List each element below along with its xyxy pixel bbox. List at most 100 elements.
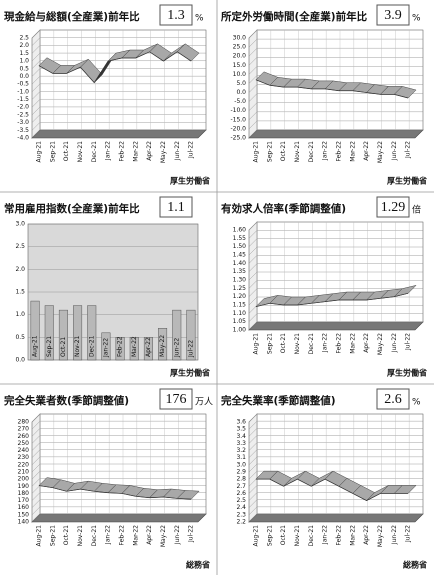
x-tick-label: Feb-22: [335, 333, 342, 354]
y-tick-label: 1.45: [233, 252, 247, 259]
y-tick-label: 170: [18, 497, 30, 504]
x-tick-label: Sep-21: [49, 525, 56, 546]
y-tick-label: 150: [18, 511, 30, 518]
y-tick-label: 1.55: [233, 235, 247, 242]
line: [255, 292, 409, 308]
line: [255, 478, 409, 501]
y-tick-label: 0.5: [15, 334, 25, 341]
x-tick-label: Jun-22: [174, 141, 181, 161]
y-tick-label: 3.3: [236, 440, 246, 447]
x-tick-label: Jul-22: [405, 333, 412, 351]
x-tick-label: Apr-22: [363, 333, 370, 353]
floor: [31, 129, 207, 139]
x-tick-label: Nov-21: [74, 335, 81, 357]
x-tick-label: Jun-22: [173, 338, 180, 358]
y-tick-label: 2.3: [236, 511, 246, 518]
x-tick-label: May-22: [160, 141, 167, 163]
y-tick-label: 1.15: [233, 302, 247, 309]
x-tick-label: Oct-21: [280, 333, 287, 353]
y-tick-label: 30.0: [233, 35, 247, 42]
x-tick-label: May-22: [160, 525, 167, 547]
y-tick-label: 10.0: [233, 71, 247, 78]
chart-title: 現金給与総額(全産業)前年比: [4, 10, 140, 23]
y-tick-label: 20.0: [233, 53, 247, 60]
headline-value: 1.29: [381, 200, 406, 215]
x-tick-label: Jul-22: [405, 141, 412, 159]
line: [38, 485, 192, 500]
y-tick-label: 25.0: [233, 44, 247, 51]
x-tick-label: Feb-22: [118, 141, 125, 162]
y-tick-label: 1.0: [15, 311, 25, 318]
source: 総務省: [186, 560, 210, 570]
unit: 万人: [195, 397, 213, 408]
bar: [73, 305, 83, 361]
x-tick-label: Apr-22: [146, 141, 153, 161]
bar: [101, 332, 111, 361]
side-wall: [31, 29, 41, 139]
y-tick-label: -3.0: [17, 119, 29, 126]
x-tick-label: Nov-21: [294, 525, 301, 547]
x-tick-label: Jun-22: [391, 333, 398, 353]
unit: %: [195, 14, 204, 24]
y-tick-label: 2.5: [19, 35, 29, 42]
bar: [87, 305, 97, 361]
x-tick-label: Feb-22: [118, 525, 125, 546]
y-tick-label: -20.0: [230, 125, 246, 132]
y-tick-label: 0.0: [15, 357, 25, 364]
line: [255, 79, 409, 99]
unit: 倍: [412, 204, 421, 216]
y-tick-label: -15.0: [230, 116, 246, 123]
bar: [30, 300, 40, 361]
x-tick-label: Jan-22: [105, 525, 112, 545]
y-tick-label: 1.60: [233, 227, 247, 234]
x-tick-label: Mar-22: [349, 141, 356, 162]
y-tick-label: 2.7: [236, 483, 246, 490]
y-tick-label: 3.4: [236, 433, 246, 440]
y-tick-label: -1.0: [17, 88, 29, 95]
y-tick-label: 3.0: [15, 221, 25, 228]
y-tick-label: 140: [18, 519, 30, 526]
x-tick-label: Jun-22: [391, 525, 398, 545]
y-tick-label: 210: [18, 469, 30, 476]
headline-value: 176: [166, 392, 187, 407]
x-tick-label: Aug-21: [252, 525, 259, 547]
chart-title: 完全失業者数(季節調整値): [4, 394, 129, 407]
y-tick-label: 0.5: [19, 65, 29, 72]
y-tick-label: 250: [18, 440, 30, 447]
unit: %: [412, 398, 421, 408]
x-tick-label: Nov-21: [77, 525, 84, 547]
chart-title: 所定外労働時間(全産業)前年比: [221, 10, 368, 23]
headline-value: 1.3: [167, 8, 185, 23]
value-box: [376, 196, 410, 218]
y-tick-label: -2.0: [17, 104, 29, 111]
x-tick-label: Jan-22: [102, 338, 109, 358]
y-tick-label: 2.8: [236, 476, 246, 483]
x-tick-label: Nov-21: [294, 333, 301, 355]
y-tick-label: 2.5: [236, 497, 246, 504]
x-tick-label: Sep-21: [266, 141, 273, 162]
y-tick-label: 2.0: [15, 266, 25, 273]
x-tick-label: May-22: [377, 525, 384, 547]
floor: [248, 321, 424, 331]
y-tick-label: 2.4: [236, 504, 246, 511]
y-tick-label: 5.0: [236, 80, 246, 87]
x-tick-label: Sep-21: [46, 336, 53, 357]
x-tick-label: Dec-21: [308, 333, 315, 355]
y-tick-label: 2.5: [15, 243, 25, 250]
y-tick-label: 230: [18, 454, 30, 461]
x-tick-label: Mar-22: [132, 525, 139, 546]
x-tick-label: Feb-22: [335, 141, 342, 162]
y-tick-label: -25.0: [230, 135, 246, 142]
x-tick-label: Feb-22: [117, 336, 124, 357]
y-tick-label: -3.5: [17, 127, 29, 134]
x-tick-label: Feb-22: [335, 525, 342, 546]
x-tick-label: Apr-22: [146, 525, 153, 545]
chart-title: 完全失業率(季節調整値): [221, 394, 336, 407]
x-tick-label: Mar-22: [349, 333, 356, 354]
x-tick-label: Jan-22: [105, 141, 112, 161]
y-tick-label: 200: [18, 476, 30, 483]
x-tick-label: Dec-21: [88, 335, 95, 357]
y-tick-label: 2.0: [19, 42, 29, 49]
headline-value: 3.9: [384, 8, 402, 23]
x-tick-label: Jul-22: [405, 525, 412, 543]
